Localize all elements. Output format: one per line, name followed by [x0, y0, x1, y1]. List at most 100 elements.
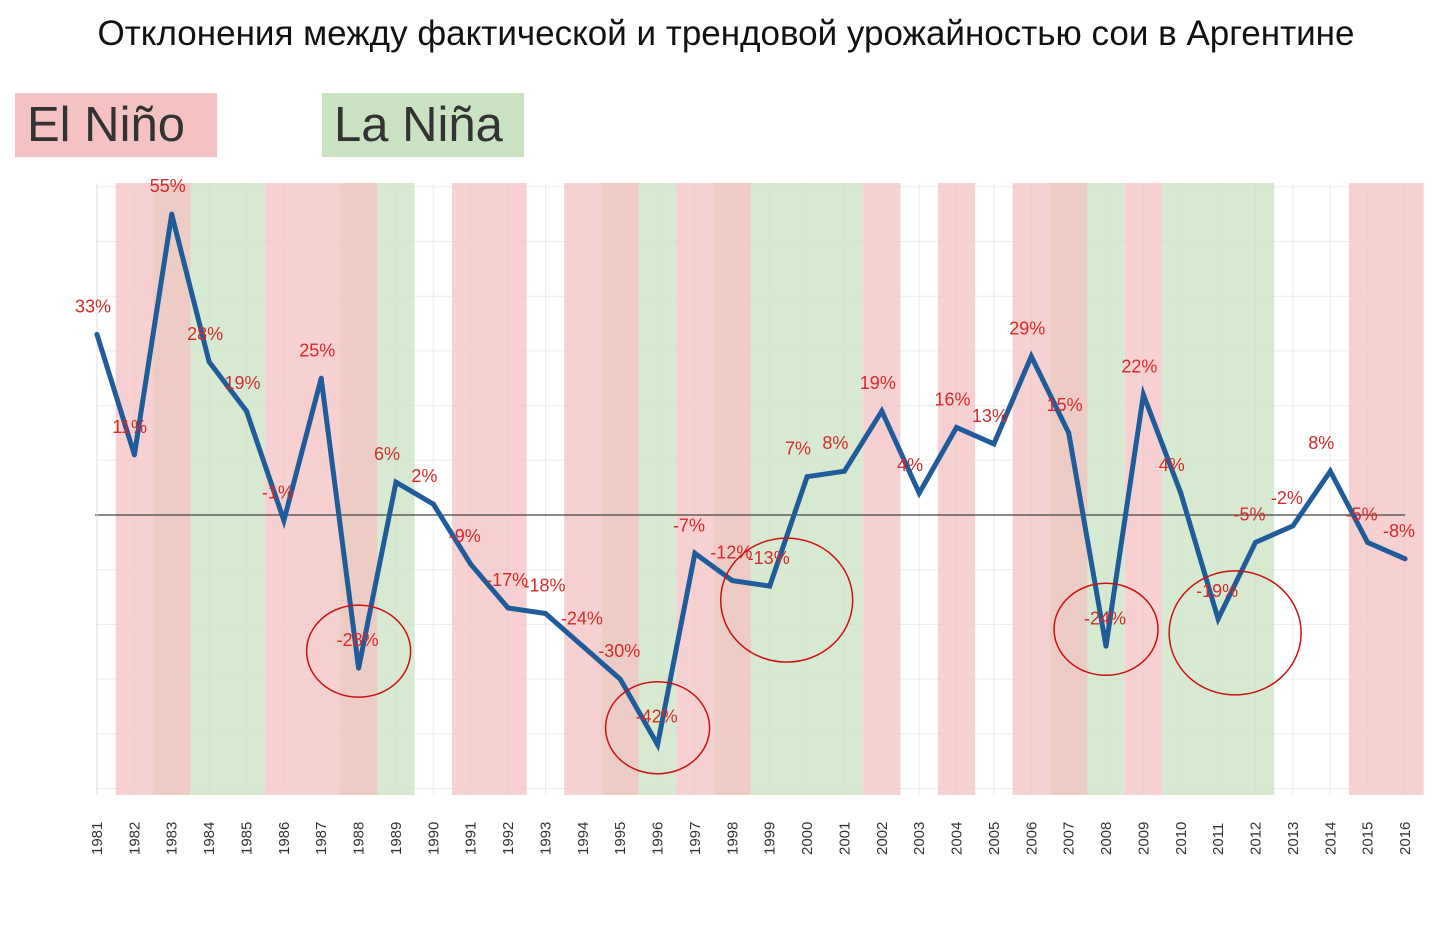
data-point-2005 [991, 441, 997, 447]
data-point-2011 [1215, 616, 1221, 622]
value-label-1983: 55% [150, 176, 186, 196]
series-line [94, 213, 1408, 752]
x-tick-label-1987: 1987 [313, 822, 330, 855]
value-label-1993: -18% [523, 575, 565, 595]
value-label-1994: -24% [561, 608, 603, 628]
data-point-2012 [1253, 539, 1259, 545]
el-nino-band [676, 183, 751, 795]
value-label-2000: 7% [785, 439, 811, 459]
data-point-1982 [131, 452, 137, 458]
x-tick-label-2010: 2010 [1173, 822, 1190, 855]
data-point-1987 [318, 375, 324, 381]
value-label-2002: 19% [860, 373, 896, 393]
data-point-1995 [617, 676, 623, 682]
data-point-1991 [468, 561, 474, 567]
value-label-2001: 8% [822, 433, 848, 453]
value-label-2011: -19% [1196, 581, 1238, 601]
data-point-2015 [1365, 539, 1371, 545]
x-tick-label-1984: 1984 [201, 822, 218, 855]
x-tick-label-2012: 2012 [1248, 822, 1265, 855]
value-label-2015: -5% [1346, 504, 1378, 524]
value-label-2014: 8% [1308, 433, 1334, 453]
value-label-1981: 33% [75, 296, 111, 316]
legend-el-nino: El Niño [15, 93, 217, 157]
x-tick-label-1983: 1983 [164, 822, 181, 855]
x-tick-label-2001: 2001 [836, 822, 853, 855]
x-tick-label-1997: 1997 [687, 822, 704, 855]
value-label-1996: -42% [636, 707, 678, 727]
highlight-circle-2008 [1053, 582, 1159, 677]
x-tick-label-2002: 2002 [874, 822, 891, 855]
x-tick-label-1993: 1993 [537, 822, 554, 855]
data-point-1992 [505, 605, 511, 611]
value-label-2012: -5% [1234, 504, 1266, 524]
x-tick-label-1981: 1981 [89, 822, 106, 855]
el-nino-band [937, 183, 976, 795]
legend-la-nina: La Niña [322, 93, 524, 157]
highlight-circle-2011 [1168, 570, 1302, 696]
data-point-1997 [692, 550, 698, 556]
value-label-1997: -7% [673, 515, 705, 535]
value-label-1991: -9% [449, 526, 481, 546]
highlight-circle-1996 [604, 680, 711, 775]
data-point-1994 [580, 643, 586, 649]
el-nino-band [452, 183, 527, 795]
highlight-circle-1988 [305, 604, 412, 698]
value-label-1982: 11% [112, 417, 147, 437]
x-tick-label-1986: 1986 [276, 822, 293, 855]
data-point-1996 [655, 742, 661, 748]
data-point-1993 [542, 610, 548, 616]
data-point-1989 [393, 479, 399, 485]
data-point-2008 [1103, 643, 1109, 649]
value-label-1995: -30% [598, 641, 640, 661]
x-tick-label-2009: 2009 [1135, 822, 1152, 855]
data-point-1983 [169, 211, 175, 217]
value-label-1998: -12% [710, 543, 752, 563]
x-tick-label-1982: 1982 [126, 822, 143, 855]
x-tick-label-2006: 2006 [1023, 822, 1040, 855]
data-point-2001 [841, 468, 847, 474]
x-tick-label-1996: 1996 [650, 822, 667, 855]
el-nino-band [1012, 183, 1088, 795]
x-tick-label-1992: 1992 [500, 822, 517, 855]
x-tick-label-2004: 2004 [949, 822, 966, 855]
x-tick-label-2008: 2008 [1098, 822, 1115, 855]
value-label-2010: 4% [1159, 455, 1185, 475]
data-point-2006 [1028, 353, 1034, 359]
el-nino-band [863, 183, 901, 795]
value-label-2007: 15% [1047, 395, 1083, 415]
x-tick-label-1991: 1991 [463, 822, 480, 855]
data-point-1986 [281, 517, 287, 523]
value-label-2016: -8% [1383, 521, 1415, 541]
x-tick-label-1985: 1985 [238, 822, 255, 855]
x-tick-label-2003: 2003 [911, 822, 928, 855]
x-tick-label-1988: 1988 [351, 822, 368, 855]
data-point-2003 [916, 490, 922, 496]
value-label-2003: 4% [897, 455, 923, 475]
value-label-1999: -13% [748, 548, 790, 568]
el-nino-band [265, 183, 378, 795]
value-label-2009: 22% [1121, 357, 1157, 377]
value-label-1988: -28% [337, 630, 379, 650]
value-label-1989: 6% [374, 444, 400, 464]
x-tick-label-1995: 1995 [612, 822, 629, 855]
data-point-1985 [243, 408, 249, 414]
chart-title: Отклонения между фактической и трендовой… [97, 14, 1355, 53]
x-tick-label-2014: 2014 [1322, 822, 1339, 855]
el-nino-band [564, 183, 639, 795]
value-label-1984: 28% [187, 324, 223, 344]
data-point-1981 [94, 331, 100, 337]
x-tick-label-2000: 2000 [799, 822, 816, 855]
value-label-2008: -24% [1084, 608, 1126, 628]
value-label-1990: 2% [411, 466, 437, 486]
data-point-1988 [356, 665, 362, 671]
x-tick-label-2005: 2005 [986, 822, 1003, 855]
data-point-2016 [1402, 556, 1408, 562]
value-label-2013: -2% [1271, 488, 1303, 508]
value-label-2006: 29% [1009, 318, 1045, 338]
x-tick-label-1989: 1989 [388, 822, 405, 855]
value-label-1987: 25% [299, 340, 335, 360]
x-tick-label-1994: 1994 [575, 822, 592, 855]
data-point-2000 [804, 474, 810, 480]
